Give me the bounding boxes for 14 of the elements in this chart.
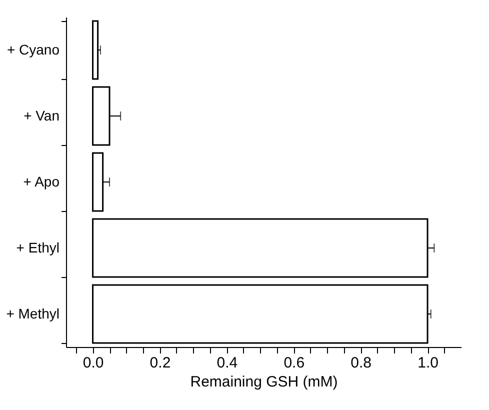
x-axis-title: Remaining GSH (mM) [190, 374, 338, 390]
x-tick-label: 0.4 [216, 354, 238, 372]
y-tick-label: + Methyl [6, 306, 60, 322]
x-tick-label: 1.0 [418, 354, 438, 372]
y-tick-label: + Van [24, 108, 60, 124]
y-tick-label: + Apo [23, 174, 60, 190]
y-tick-label: + Ethyl [16, 240, 60, 256]
y-tick-label: + Cyano [6, 42, 60, 58]
bar [92, 20, 99, 80]
x-tick-label: 0.6 [284, 354, 305, 372]
x-tick-label: 0.0 [82, 354, 104, 372]
x-tick-label: 0.2 [150, 354, 171, 372]
bar [92, 284, 428, 344]
x-tick-label: 0.8 [350, 354, 372, 372]
